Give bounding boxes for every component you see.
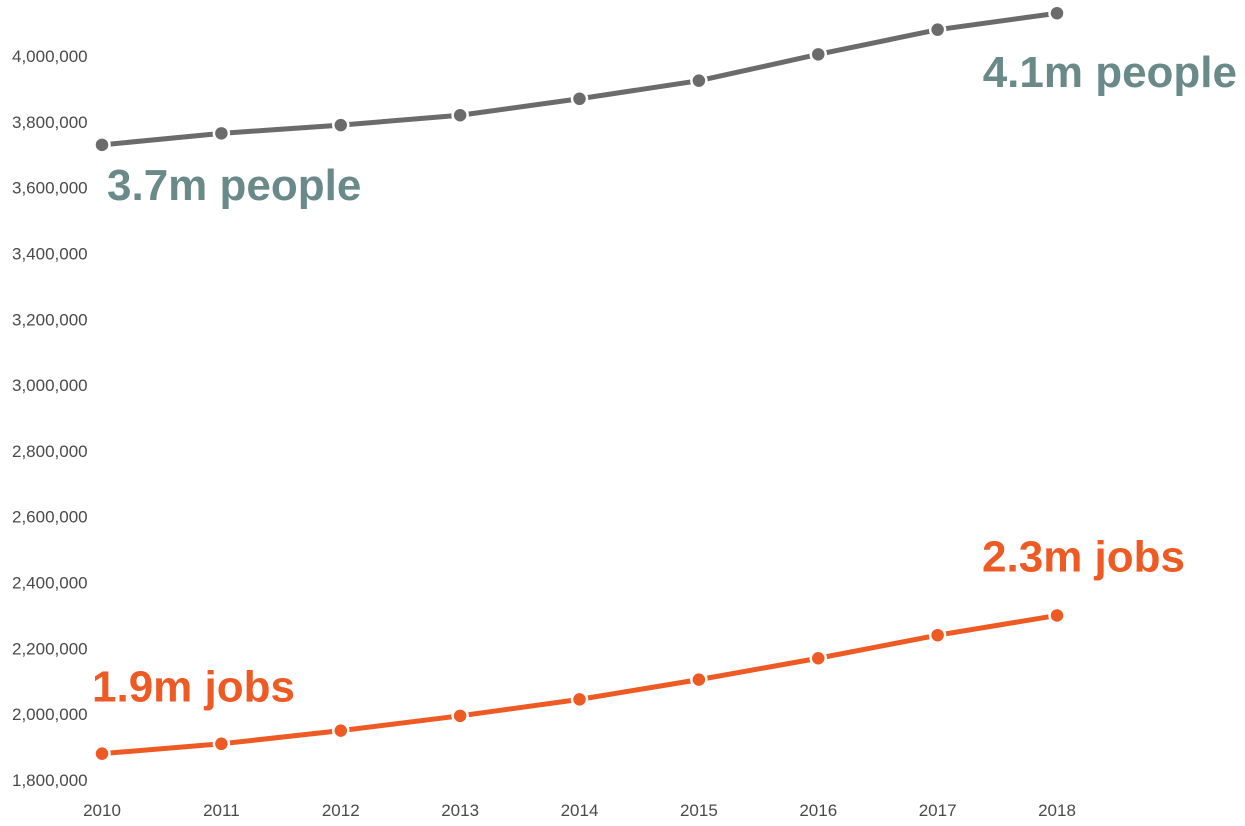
y-tick-label: 2,800,000 <box>12 442 88 461</box>
y-tick-label: 3,400,000 <box>12 244 88 263</box>
x-tick-label: 2011 <box>203 801 240 820</box>
x-tick-label: 2014 <box>561 801 599 820</box>
y-tick-label: 4,000,000 <box>12 47 88 66</box>
series-line-0 <box>99 10 1060 148</box>
y-tick-label: 2,600,000 <box>12 508 88 527</box>
data-point-1 <box>809 649 827 667</box>
y-tick-label: 3,000,000 <box>12 376 88 395</box>
data-point-1 <box>332 721 350 740</box>
data-point-0 <box>451 106 469 124</box>
y-tick-label: 3,800,000 <box>12 113 88 132</box>
data-point-1 <box>928 626 947 644</box>
data-point-0 <box>809 45 827 64</box>
data-point-0 <box>212 124 231 143</box>
y-tick-label: 1,800,000 <box>12 771 88 790</box>
data-point-1 <box>451 707 469 725</box>
x-tick-label: 2018 <box>1038 801 1076 820</box>
data-point-0 <box>93 136 111 154</box>
x-tick-label: 2016 <box>799 801 837 820</box>
data-point-1 <box>93 744 111 763</box>
callout-label: 1.9m jobs <box>92 663 295 712</box>
data-point-1 <box>690 670 708 689</box>
data-point-0 <box>928 20 947 39</box>
x-tick-label: 2015 <box>680 801 718 820</box>
callout-label: 2.3m jobs <box>982 532 1185 581</box>
y-tick-label: 3,200,000 <box>12 310 88 329</box>
y-tick-label: 2,200,000 <box>12 639 88 658</box>
y-tick-label: 2,000,000 <box>12 705 88 724</box>
x-tick-label: 2010 <box>83 801 121 820</box>
y-tick-label: 2,400,000 <box>12 574 88 593</box>
x-tick-label: 2013 <box>441 801 479 820</box>
data-point-0 <box>1048 4 1066 22</box>
data-point-0 <box>332 116 350 134</box>
data-point-0 <box>570 90 589 108</box>
data-point-0 <box>690 71 708 90</box>
x-tick-label: 2012 <box>322 801 360 820</box>
callout-label: 4.1m people <box>983 48 1237 97</box>
y-tick-label: 3,600,000 <box>12 179 88 198</box>
data-point-1 <box>1048 606 1066 625</box>
callout-label: 3.7m people <box>107 161 361 210</box>
data-point-1 <box>212 735 231 753</box>
data-point-1 <box>570 690 589 709</box>
x-tick-label: 2017 <box>919 801 957 820</box>
